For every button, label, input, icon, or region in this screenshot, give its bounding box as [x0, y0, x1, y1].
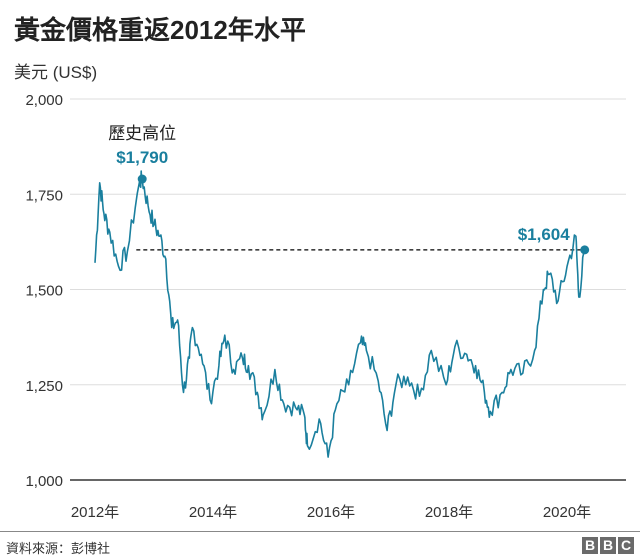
logo-b2: B — [600, 537, 616, 554]
current-value-label: $1,604 — [518, 225, 571, 244]
peak-value-label: $1,790 — [116, 148, 168, 167]
x-tick-label: 2016年 — [307, 504, 355, 521]
y-tick-label: 1,250 — [25, 378, 63, 395]
peak-marker — [137, 174, 147, 184]
x-tick-label: 2018年 — [425, 504, 473, 521]
logo-b1: B — [582, 537, 598, 554]
y-tick-label: 1,000 — [25, 473, 63, 490]
x-tick-label: 2020年 — [543, 504, 591, 521]
current-marker — [580, 245, 590, 255]
bbc-logo: B B C — [582, 537, 634, 554]
gold-price-chart: 1,000 1,250 1,500 1,750 2,000 2012年 2014年 2016年… — [25, 92, 626, 521]
y-tick-label: 1,500 — [25, 283, 63, 300]
peak-label: 歷史高位 — [108, 124, 176, 143]
chart-title: 黃金價格重返2012年水平 — [14, 15, 306, 45]
y-tick-label: 2,000 — [25, 92, 63, 109]
x-tick-label: 2014年 — [189, 504, 237, 521]
y-tick-label: 1,750 — [25, 187, 63, 204]
x-tick-label: 2012年 — [71, 504, 119, 521]
price-line — [94, 170, 586, 458]
logo-c: C — [618, 537, 634, 554]
source-note: 資料來源：彭博社 — [6, 541, 111, 556]
footer-divider — [0, 531, 640, 532]
y-axis-label: 美元 (US$) — [14, 63, 98, 82]
